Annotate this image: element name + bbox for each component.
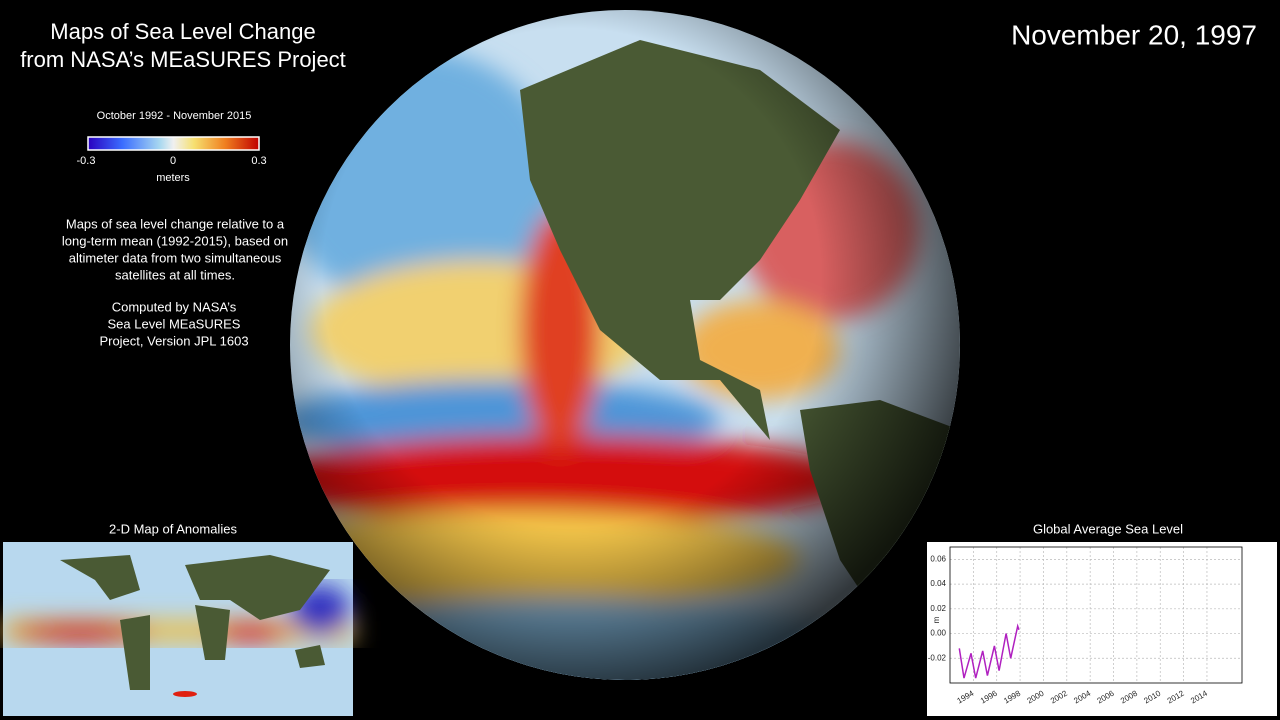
y-tick-label: 0.06	[930, 554, 946, 563]
y-axis-label: m	[932, 616, 941, 623]
description-line: satellites at all times.	[115, 267, 235, 282]
description: Maps of sea level change relative to a lo…	[62, 216, 288, 348]
description-line: long-term mean (1992-2015), based on	[62, 233, 288, 248]
colorbar-tick: 0.3	[251, 155, 266, 167]
title-line: Maps of Sea Level Change	[50, 19, 315, 44]
y-tick-label: -0.02	[928, 653, 947, 662]
colorbar	[87, 136, 260, 151]
colorbar-unit: meters	[156, 172, 190, 184]
chart-panel	[927, 542, 1277, 716]
sea-level-line	[958, 623, 1020, 679]
credit-line: Project, Version JPL 1603	[99, 333, 248, 348]
description-line: altimeter data from two simultaneous	[69, 250, 282, 265]
title-line: from NASA’s MEaSURES Project	[20, 47, 346, 72]
y-tick-label: 0.00	[930, 629, 946, 638]
chart-title: Global Average Sea Level	[1033, 521, 1183, 536]
map-inset	[3, 542, 353, 716]
colorbar-period: October 1992 - November 2015	[97, 110, 252, 122]
y-tick-label: 0.02	[930, 604, 946, 613]
map-inset-title: 2-D Map of Anomalies	[109, 521, 237, 536]
y-tick-label: 0.04	[930, 579, 946, 588]
credit-line: Sea Level MEaSURES	[108, 316, 241, 331]
credit-line: Computed by NASA’s	[112, 299, 237, 314]
date: November 20, 1997	[1011, 19, 1257, 50]
plot-frame	[949, 546, 1243, 684]
description-line: Maps of sea level change relative to a	[66, 216, 285, 231]
colorbar-tick: 0	[170, 155, 176, 167]
colorbar-tick: -0.3	[77, 155, 96, 167]
